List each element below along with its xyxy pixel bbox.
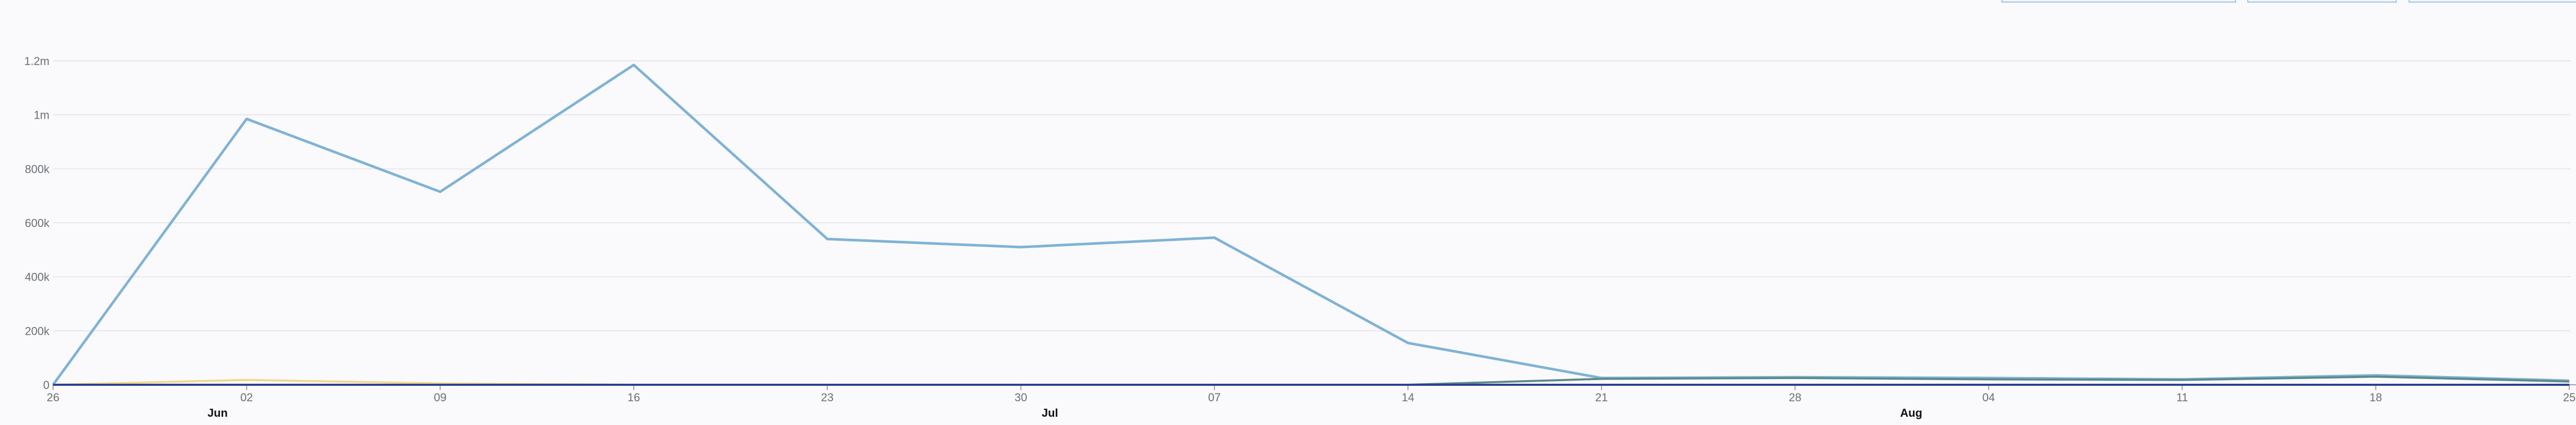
x-tick-label: 11: [2176, 391, 2188, 404]
x-tick-label: 07: [1208, 391, 1221, 404]
x-tick-label: 25: [2563, 391, 2575, 404]
x-tick-label: 21: [1595, 391, 1607, 404]
toolbar-button-1[interactable]: [2002, 0, 2236, 3]
x-tick-label: 28: [1789, 391, 1801, 404]
y-tick-label: 1.2m: [24, 55, 49, 68]
month-label: Jun: [208, 406, 228, 419]
y-tick-label: 600k: [25, 217, 50, 230]
x-tick-label: 09: [434, 391, 446, 404]
series-lines: [52, 63, 2570, 386]
x-tick-label: 18: [2369, 391, 2382, 404]
y-tick-label: 0: [43, 379, 49, 391]
x-tick-label: 02: [240, 391, 252, 404]
x-tick-label: 26: [47, 391, 59, 404]
month-label: Aug: [1900, 406, 1922, 419]
x-tick-label: 14: [1402, 391, 1414, 404]
grid-lines: [53, 60, 2571, 332]
series-line-1: [52, 63, 2570, 386]
toolbar-button-2[interactable]: [2247, 0, 2397, 3]
y-tick-label: 200k: [25, 324, 50, 337]
y-tick-label: 400k: [25, 271, 50, 284]
y-tick-label: 1m: [33, 109, 49, 122]
x-tick-label: 30: [1014, 391, 1027, 404]
month-label: Jul: [1042, 406, 1058, 419]
y-tick-label: 800k: [25, 162, 50, 175]
x-tick-label: 04: [1982, 391, 1995, 404]
tick-labels: 0 200k 400k 600k 800k 1m 1.2m 26 02 09 16 23 30 07 14 2…: [24, 55, 2575, 419]
x-tick-label: 16: [628, 391, 640, 404]
toolbar-button-3[interactable]: [2409, 0, 2576, 3]
x-tick-label: 23: [821, 391, 834, 404]
